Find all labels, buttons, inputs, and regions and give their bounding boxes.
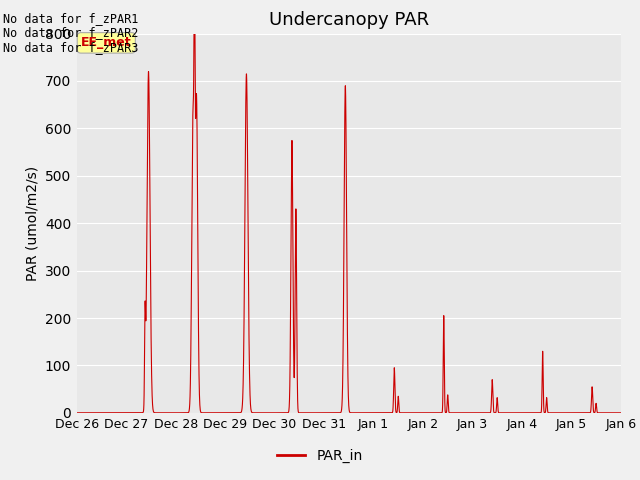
Legend: PAR_in: PAR_in [272,443,368,468]
Title: Undercanopy PAR: Undercanopy PAR [269,11,429,29]
Text: No data for f_zPAR2: No data for f_zPAR2 [3,26,139,39]
Text: No data for f_zPAR3: No data for f_zPAR3 [3,41,139,54]
Y-axis label: PAR (umol/m2/s): PAR (umol/m2/s) [26,166,39,281]
Text: No data for f_zPAR1: No data for f_zPAR1 [3,12,139,25]
Text: EE_met: EE_met [81,36,132,49]
